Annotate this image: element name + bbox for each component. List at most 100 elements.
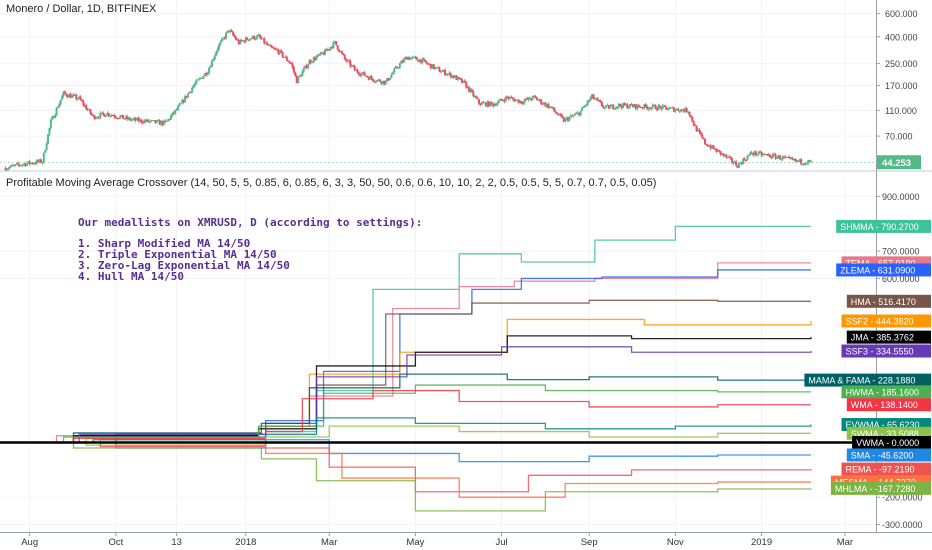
candle-body [356, 69, 359, 73]
candle-body [808, 160, 811, 162]
candle-body [335, 41, 338, 46]
candle-body [179, 103, 182, 105]
price-y-tick-label: 170.000 [885, 81, 918, 91]
candle-body [715, 148, 718, 152]
candle-body [449, 72, 452, 78]
candle-body [107, 113, 110, 116]
candle-body [718, 149, 721, 152]
candle-body [606, 105, 609, 107]
candle-body [331, 47, 334, 49]
candle-body [696, 129, 699, 132]
candle-body [386, 78, 389, 82]
candle-body [485, 102, 488, 107]
candle-body [766, 154, 769, 156]
candle-body [65, 93, 68, 96]
candle-body [396, 66, 399, 68]
candle-body [511, 97, 514, 99]
series-line [0, 299, 812, 444]
candle-body [685, 107, 688, 112]
candle-body [89, 109, 92, 114]
annotation-item: 3. Zero-Lag Exponential MA 14/50 [78, 259, 290, 272]
candle-body [480, 102, 483, 105]
candle-body [227, 30, 230, 32]
candle-body [66, 95, 69, 98]
candle-body [664, 105, 667, 108]
series-line [0, 318, 812, 444]
candle-body [694, 125, 697, 127]
candle-body [737, 162, 740, 168]
candle-body [719, 151, 722, 155]
candle-body [761, 154, 764, 156]
candle-body [500, 98, 503, 101]
candle-body [349, 61, 352, 67]
candle-body [329, 47, 332, 50]
candle-body [747, 154, 750, 157]
candle-body [282, 56, 285, 58]
candle-body [367, 77, 370, 80]
candle-body [302, 68, 305, 72]
candle-body [477, 99, 480, 104]
candle-body [763, 154, 766, 156]
series-label: SSF2 - 444.3820 [841, 314, 931, 328]
candle-body [770, 157, 773, 159]
annotation-item: 4. Hull MA 14/50 [78, 270, 184, 283]
candle-body [415, 57, 418, 60]
candle-body [240, 39, 243, 41]
candle-body [437, 67, 439, 69]
candle-body [198, 78, 201, 80]
candle-body [408, 57, 411, 60]
candle-body [143, 120, 146, 124]
candle-body [243, 40, 246, 43]
candle-body [28, 161, 31, 164]
candle-body [246, 37, 249, 40]
candle-body [701, 134, 704, 138]
candle-body [294, 72, 297, 76]
candle-body [76, 98, 79, 100]
candle-body [342, 53, 345, 56]
series-label-text: HWMA - 185.1600 [846, 387, 920, 397]
candle-body [754, 151, 757, 156]
candle-body [634, 104, 637, 109]
price-y-tick-label: 110.000 [885, 106, 917, 116]
candle-body [54, 114, 57, 119]
candle-body [660, 106, 663, 110]
candle-body [576, 112, 579, 114]
candle-body [80, 99, 83, 102]
candle-body [550, 106, 553, 108]
indicator-series [0, 225, 876, 512]
candle-body [205, 73, 208, 75]
candle-body [566, 117, 569, 121]
candle-body [627, 107, 630, 109]
candle-body [254, 38, 257, 40]
candle-body [589, 97, 592, 101]
candle-body [325, 49, 328, 51]
candle-body [571, 115, 574, 117]
candle-body [68, 94, 71, 98]
candle-body [148, 121, 151, 123]
candle-body [565, 117, 568, 119]
series-label-bg [830, 481, 931, 495]
candle-body [647, 108, 650, 110]
indicator-title: Profitable Moving Average Crossover (14,… [6, 177, 657, 189]
candle-body [62, 91, 65, 96]
candle-body [145, 119, 148, 122]
candle-body [711, 145, 714, 149]
candle-body [188, 91, 191, 94]
candle-body [309, 60, 312, 63]
candle-body [48, 127, 51, 135]
candle-body [586, 100, 589, 105]
candle-body [507, 97, 510, 99]
candle-body [726, 156, 729, 158]
candle-body [405, 57, 408, 60]
candle-body [383, 80, 386, 85]
candle-body [756, 154, 759, 156]
candle-body [321, 52, 324, 54]
candle-body [613, 108, 616, 110]
candle-body [316, 54, 319, 57]
candle-body [162, 120, 165, 125]
candle-body [242, 40, 245, 42]
series-label-bg [846, 294, 931, 308]
candle-body [753, 151, 756, 155]
candle-body [112, 115, 115, 117]
